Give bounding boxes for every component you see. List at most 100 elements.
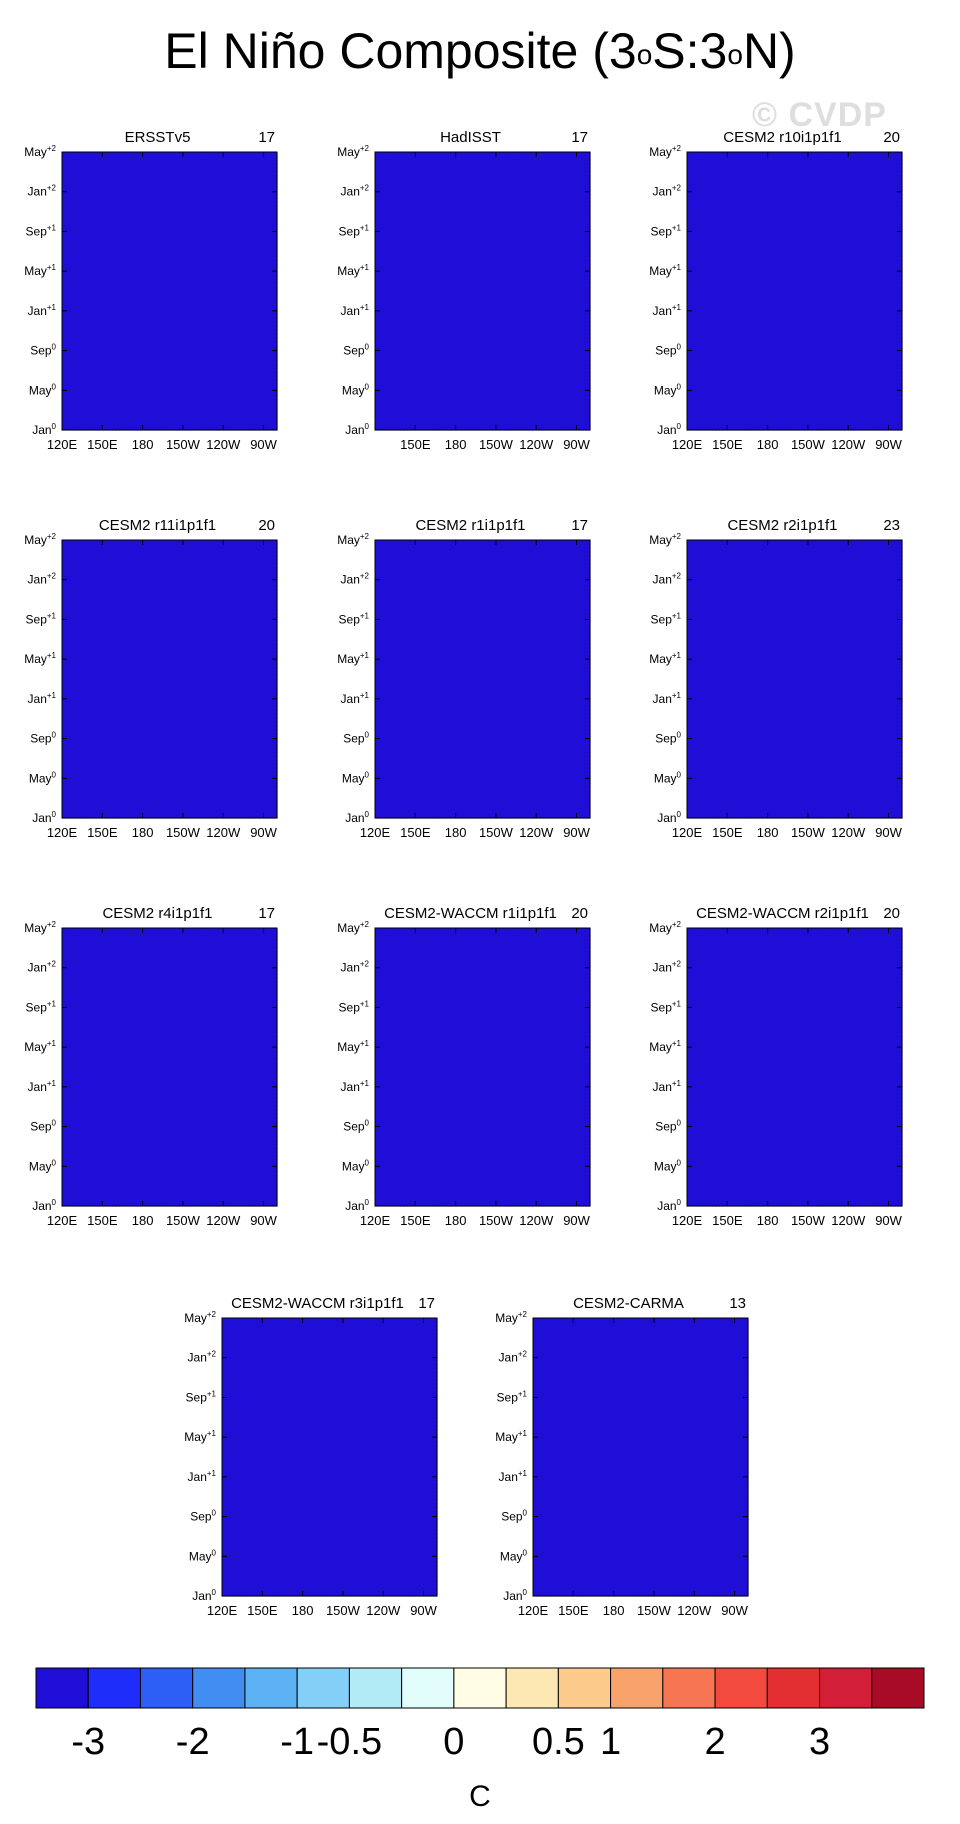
heatmap-cell <box>216 233 220 237</box>
heatmap-cell <box>148 225 152 229</box>
heatmap-cell <box>227 237 231 241</box>
heatmap-cell <box>62 264 66 268</box>
heatmap-cell <box>137 256 141 260</box>
heatmap-cell <box>187 303 191 307</box>
heatmap-cell <box>205 210 209 214</box>
heatmap-cell <box>148 322 152 326</box>
heatmap-cell <box>137 218 141 222</box>
heatmap-cell <box>137 279 141 283</box>
heatmap-cell <box>69 268 73 272</box>
heatmap-cell <box>73 183 77 187</box>
heatmap-cell <box>101 202 105 206</box>
heatmap-cell <box>230 276 234 280</box>
heatmap-cell <box>101 279 105 283</box>
heatmap-cell <box>173 326 177 330</box>
heatmap-cell <box>130 279 134 283</box>
heatmap-cell <box>213 314 217 318</box>
heatmap-cell <box>87 171 91 175</box>
heatmap-cell <box>223 167 227 171</box>
heatmap-cell <box>105 164 109 168</box>
heatmap-cell <box>230 256 234 260</box>
heatmap-cell <box>144 287 148 291</box>
heatmap-cell <box>112 303 116 307</box>
heatmap-cell <box>209 283 213 287</box>
heatmap-cell <box>234 160 238 164</box>
heatmap-cell <box>101 191 105 195</box>
heatmap-cell <box>73 164 77 168</box>
heatmap-cell <box>69 237 73 241</box>
heatmap-cell <box>73 229 77 233</box>
heatmap-cell <box>223 268 227 272</box>
heatmap-cell <box>220 167 224 171</box>
heatmap-cell <box>109 256 113 260</box>
heatmap-cell <box>69 156 73 160</box>
heatmap-cell <box>248 245 252 249</box>
heatmap-cell <box>159 264 163 268</box>
heatmap-cell <box>266 264 270 268</box>
heatmap-cell <box>91 167 95 171</box>
heatmap-cell <box>209 198 213 202</box>
heatmap-cell <box>263 256 267 260</box>
heatmap-cell <box>166 206 170 210</box>
heatmap-cell <box>101 229 105 233</box>
heatmap-cell <box>127 187 131 191</box>
heatmap-cell <box>198 252 202 256</box>
heatmap-cell <box>105 206 109 210</box>
heatmap-cell <box>248 260 252 264</box>
heatmap-cell <box>152 222 156 226</box>
heatmap-cell <box>205 160 209 164</box>
heatmap-cell <box>238 264 242 268</box>
heatmap-cell <box>234 183 238 187</box>
heatmap-cell <box>170 164 174 168</box>
heatmap-cell <box>162 225 166 229</box>
heatmap-cell <box>266 179 270 183</box>
heatmap-cell <box>266 241 270 245</box>
heatmap-cell <box>62 210 66 214</box>
heatmap-cell <box>101 252 105 256</box>
heatmap-cell <box>220 287 224 291</box>
heatmap-cell <box>76 171 80 175</box>
heatmap-cell <box>134 245 138 249</box>
heatmap-cell <box>101 187 105 191</box>
heatmap-cell <box>76 264 80 268</box>
heatmap-cell <box>119 299 123 303</box>
heatmap-cell <box>148 233 152 237</box>
heatmap-cell <box>62 303 66 307</box>
heatmap-cell <box>256 295 260 299</box>
heatmap-cell <box>123 167 127 171</box>
heatmap-cell <box>256 152 260 156</box>
heatmap-cell <box>198 225 202 229</box>
heatmap-cell <box>162 318 166 322</box>
heatmap-cell <box>220 276 224 280</box>
heatmap-cell <box>187 249 191 253</box>
heatmap-cell <box>187 268 191 272</box>
heatmap-cell <box>62 249 66 253</box>
heatmap-cell <box>84 314 88 318</box>
heatmap-cell <box>119 191 123 195</box>
heatmap-cell <box>170 194 174 198</box>
heatmap-cell <box>241 326 245 330</box>
heatmap-cell <box>134 175 138 179</box>
heatmap-cell <box>105 175 109 179</box>
heatmap-cell <box>144 156 148 160</box>
heatmap-cell <box>105 179 109 183</box>
heatmap-cell <box>123 225 127 229</box>
heatmap-cell <box>84 295 88 299</box>
heatmap-cell <box>119 187 123 191</box>
heatmap-cell <box>159 310 163 314</box>
heatmap-cell <box>184 272 188 276</box>
heatmap-cell <box>69 310 73 314</box>
heatmap-cell <box>173 191 177 195</box>
heatmap-cell <box>119 287 123 291</box>
heatmap-cell <box>84 218 88 222</box>
heatmap-cell <box>252 287 256 291</box>
heatmap-cell <box>123 218 127 222</box>
heatmap-cell <box>152 318 156 322</box>
heatmap-cell <box>109 164 113 168</box>
heatmap-cell <box>177 310 181 314</box>
heatmap-cell <box>216 268 220 272</box>
heatmap-cell <box>209 272 213 276</box>
heatmap-cell <box>98 225 102 229</box>
heatmap-cell <box>112 175 116 179</box>
heatmap-cell <box>130 225 134 229</box>
